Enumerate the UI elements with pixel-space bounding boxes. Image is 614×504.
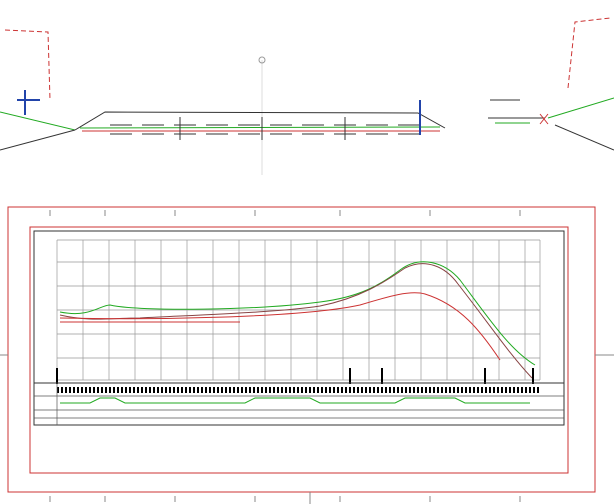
grid	[56, 239, 541, 381]
boundary-left	[4, 29, 51, 101]
profile-frame	[33, 230, 565, 426]
road-top	[74, 111, 446, 131]
inner-border	[29, 226, 569, 474]
plan-view	[0, 17, 614, 175]
green-right	[547, 97, 614, 119]
origin	[258, 56, 266, 64]
green-left	[0, 111, 76, 131]
profile-ground	[59, 263, 533, 379]
lane-dashes	[110, 117, 430, 140]
black-right	[554, 124, 614, 151]
profile-sheet	[0, 206, 614, 504]
sheet-border	[7, 206, 596, 493]
bands	[34, 383, 564, 425]
black-left	[0, 129, 76, 151]
sheet-ticks	[0, 210, 614, 504]
curvature-band	[60, 397, 530, 404]
station-posts	[56, 368, 534, 384]
profile-red	[59, 292, 501, 361]
profile-green	[59, 261, 536, 366]
boundary-right	[567, 17, 611, 89]
road-green	[79, 126, 441, 129]
